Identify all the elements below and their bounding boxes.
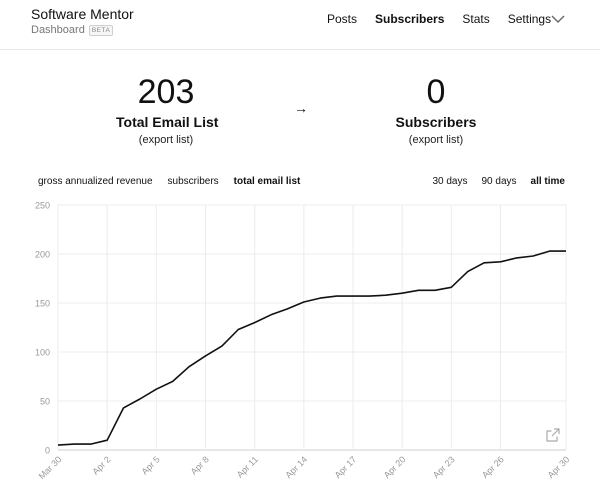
export-email-list-link[interactable]: (export list) (138, 134, 194, 146)
range-selector: 30 days 90 days all time (418, 176, 565, 187)
y-tick-label: 50 (40, 397, 50, 407)
data-point (73, 443, 75, 445)
data-point (204, 355, 206, 357)
external-link-icon[interactable] (546, 428, 560, 442)
data-point (434, 289, 436, 291)
email-list-chart: 0 50 100 150 200 250 Mar 30 Apr 2 Apr 5 Apr 8 Apr … (35, 201, 572, 482)
brand: Software Mentor Dashboard BETA (31, 6, 134, 36)
series-line (57, 250, 566, 446)
x-tick-label: Apr 8 (189, 454, 211, 476)
nav-settings[interactable]: Settings (507, 12, 552, 26)
data-point (368, 295, 370, 297)
range-30-days[interactable]: 30 days (432, 176, 468, 187)
y-tick-label: 0 (45, 446, 50, 456)
data-point (385, 294, 387, 296)
x-tick-label: Apr 23 (431, 454, 457, 480)
data-point (188, 366, 190, 368)
main-nav: Posts Subscribers Stats Settings (327, 12, 569, 26)
subscribers-label: Subscribers (395, 114, 477, 130)
metric-selector: gross annualized revenue subscribers tot… (38, 176, 315, 187)
data-point (122, 407, 124, 409)
data-point (548, 250, 550, 252)
y-tick-label: 200 (35, 250, 50, 260)
data-point (516, 257, 518, 259)
y-tick-label: 250 (35, 201, 50, 211)
total-email-list-stat: 203 Total Email List (export list) (116, 73, 219, 146)
y-tick-label: 100 (35, 348, 50, 358)
x-tick-label: Apr 20 (382, 454, 408, 480)
data-point (90, 443, 92, 445)
data-point (106, 439, 108, 441)
data-point (237, 328, 239, 330)
x-tick-label: Apr 14 (283, 454, 309, 480)
beta-badge: BETA (88, 24, 114, 36)
nav-posts[interactable]: Posts (327, 12, 358, 26)
data-point (139, 398, 141, 400)
total-email-list-label: Total Email List (116, 114, 219, 130)
y-tick-label: 150 (35, 299, 50, 309)
data-point (319, 297, 321, 299)
data-point (450, 286, 452, 288)
subscribers-stat: 0 Subscribers (export list) (386, 74, 486, 146)
dashboard-subtitle: Dashboard BETA (31, 24, 134, 36)
data-point (270, 314, 272, 316)
data-point (352, 295, 354, 297)
data-point (303, 301, 305, 303)
data-point (499, 261, 501, 263)
x-tick-label: Apr 11 (235, 454, 260, 479)
subscribers-count: 0 (426, 73, 446, 111)
nav-subscribers[interactable]: Subscribers (375, 12, 445, 26)
x-tick-label: Apr 2 (90, 454, 112, 476)
data-point (532, 255, 534, 257)
export-subscribers-link[interactable]: (export list) (408, 134, 464, 146)
data-point (401, 292, 403, 294)
x-tick-label: Apr 30 (546, 454, 572, 480)
range-90-days[interactable]: 90 days (481, 176, 517, 187)
total-email-list-count: 203 (137, 73, 195, 111)
x-tick-label: Apr 26 (480, 454, 506, 480)
x-tick-label: Apr 5 (139, 454, 161, 476)
data-point (172, 380, 174, 382)
data-point (417, 289, 419, 291)
chevron-down-icon[interactable] (550, 11, 566, 27)
data-point (57, 444, 59, 446)
arrow-right-icon: → (294, 100, 308, 116)
nav-stats[interactable]: Stats (462, 12, 490, 26)
data-point (253, 321, 255, 323)
data-point (155, 388, 157, 390)
metric-subscribers[interactable]: subscribers (167, 176, 219, 187)
x-tick-label: Apr 17 (333, 454, 359, 480)
data-point (221, 345, 223, 347)
data-point (286, 308, 288, 310)
metric-gross-annualized-revenue[interactable]: gross annualized revenue (38, 176, 153, 187)
range-all-time[interactable]: all time (530, 176, 565, 187)
data-point (483, 262, 485, 264)
x-tick-label: Mar 30 (37, 454, 64, 481)
metric-total-email-list[interactable]: total email list (233, 176, 301, 187)
dashboard-label: Dashboard (31, 24, 85, 36)
data-point (466, 270, 468, 272)
data-point (335, 295, 337, 297)
top-bar: Software Mentor Dashboard BETA Posts Sub… (0, 0, 600, 50)
site-title[interactable]: Software Mentor (31, 6, 134, 22)
data-point (565, 250, 567, 252)
